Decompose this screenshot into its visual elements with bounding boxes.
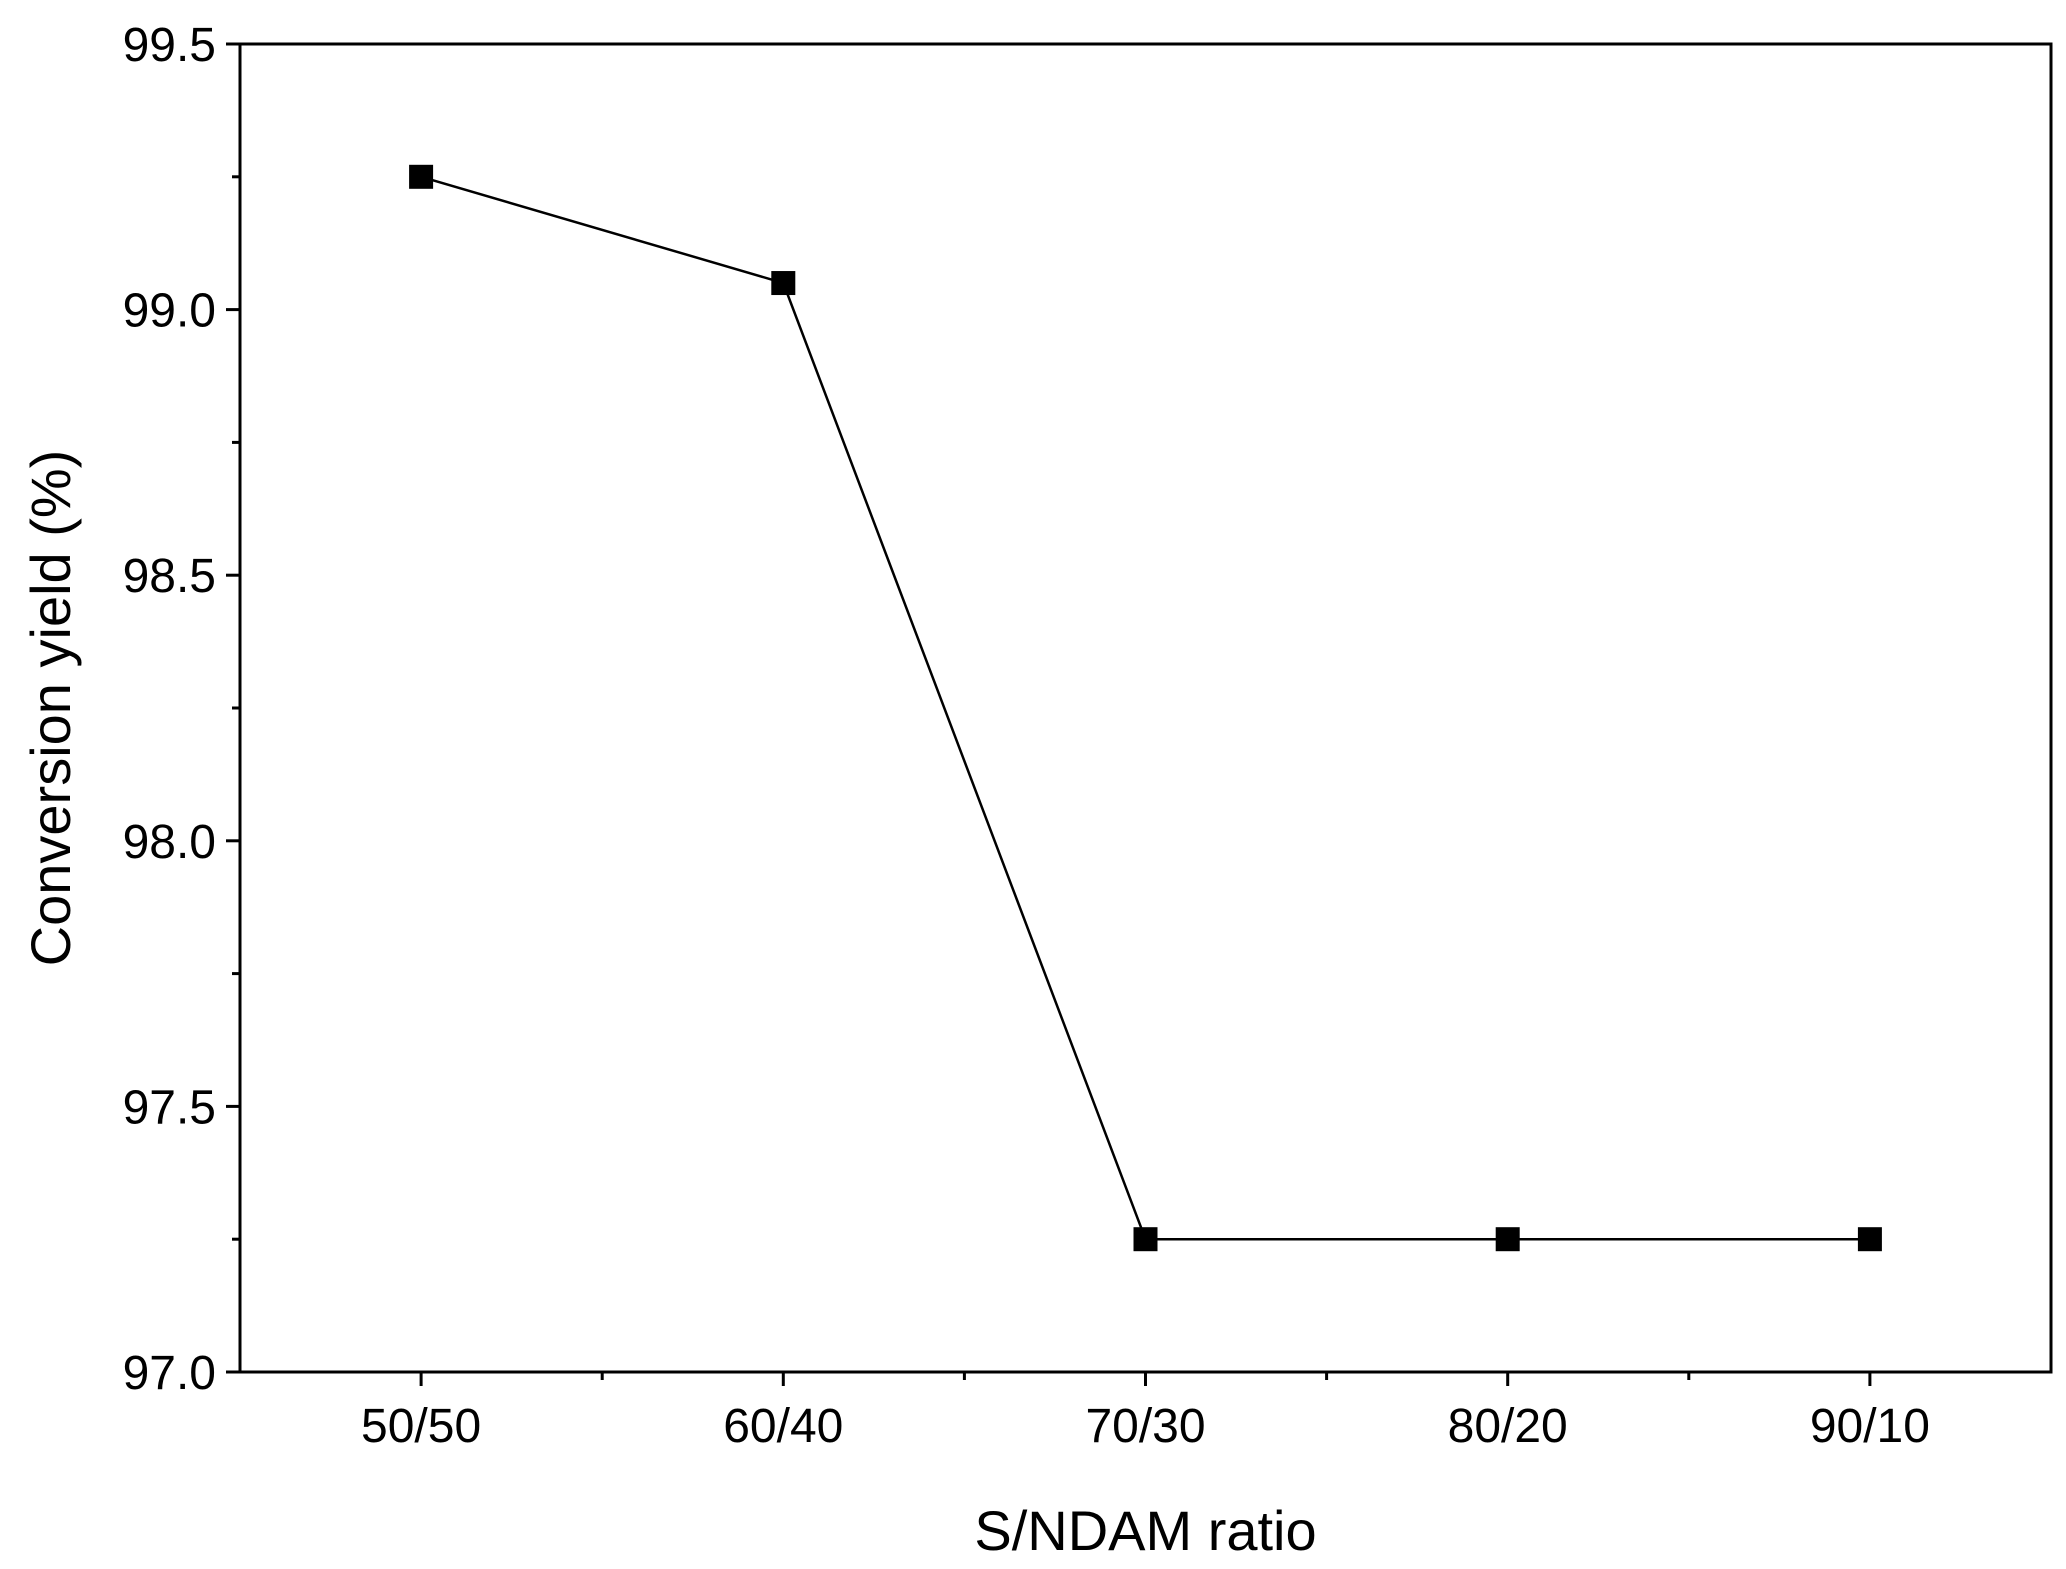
data-point bbox=[1133, 1227, 1158, 1252]
x-tick-label: 70/30 bbox=[1085, 1400, 1205, 1453]
x-tick-label: 80/20 bbox=[1448, 1400, 1568, 1453]
y-tick-label: 97.0 bbox=[123, 1347, 216, 1400]
y-tick-label: 99.0 bbox=[123, 285, 216, 338]
data-point bbox=[409, 164, 434, 189]
data-point bbox=[771, 271, 796, 296]
data-point bbox=[1495, 1227, 1520, 1252]
x-tick-label: 90/10 bbox=[1810, 1400, 1930, 1453]
x-axis: 50/50 60/40 70/30 80/20 90/10 bbox=[361, 1372, 1930, 1453]
x-tick-label: 60/40 bbox=[723, 1400, 843, 1453]
y-axis: 97.0 97.5 98.0 98.5 99.0 99.5 bbox=[123, 19, 240, 1400]
y-tick-label: 97.5 bbox=[123, 1081, 216, 1134]
y-tick-label: 98.5 bbox=[123, 550, 216, 603]
x-axis-title: S/NDAM ratio bbox=[974, 1499, 1316, 1562]
series-line bbox=[420, 175, 1870, 1241]
data-point bbox=[1857, 1227, 1882, 1252]
y-tick-label: 98.0 bbox=[123, 816, 216, 869]
plot-frame bbox=[238, 42, 2053, 1374]
x-tick-label: 50/50 bbox=[361, 1400, 481, 1453]
y-tick-label: 99.5 bbox=[123, 19, 216, 72]
y-axis-title: Conversion yield (%) bbox=[19, 450, 82, 967]
series-layer bbox=[409, 164, 1882, 1252]
